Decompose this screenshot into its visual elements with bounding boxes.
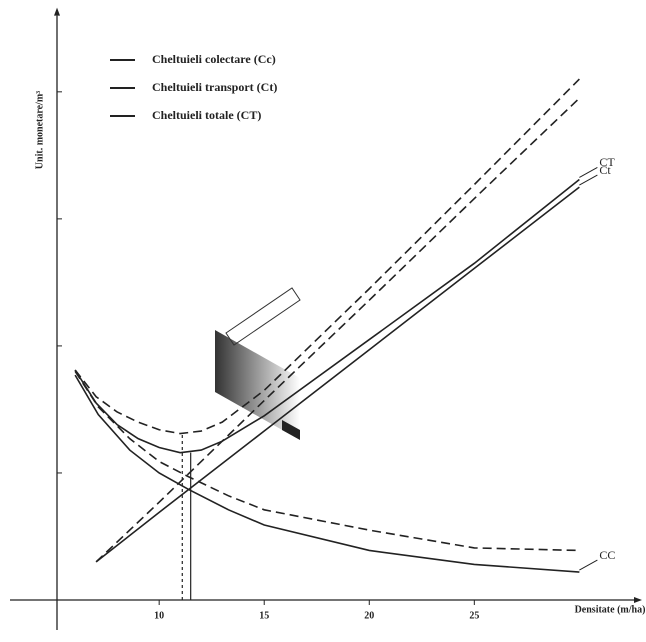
x-tick-label: 20: [364, 610, 374, 621]
x-tick-label: 15: [259, 610, 269, 621]
series-label: Ct: [599, 163, 611, 177]
legend-label: Cheltuieli colectare (Cc): [152, 52, 276, 66]
line: [95, 186, 580, 563]
dashed-line: [74, 78, 580, 435]
line: [74, 178, 580, 454]
label-leader: [579, 559, 598, 571]
label-leader: [579, 167, 598, 178]
x-tick-label: 10: [154, 610, 164, 621]
label-leader: [579, 174, 598, 186]
y-axis-label: Unit. monetare/m³: [34, 91, 45, 169]
y-axis-arrow: [54, 7, 60, 16]
shaded-block-edge: [282, 420, 300, 440]
series-label: CC: [599, 548, 615, 562]
series-label: CT: [599, 155, 615, 169]
line: [74, 374, 580, 573]
x-axis-label: Densitate (m/ha): [575, 604, 646, 615]
shaded-block: [215, 330, 300, 440]
dashed-line: [95, 97, 580, 563]
x-tick-label: 25: [469, 610, 479, 621]
block-outline: [225, 287, 301, 346]
x-axis-arrow: [634, 597, 642, 603]
legend-label: Cheltuieli transport (Ct): [152, 80, 277, 94]
dashed-line: [74, 370, 580, 552]
legend-label: Cheltuieli totale (CT): [152, 108, 261, 122]
